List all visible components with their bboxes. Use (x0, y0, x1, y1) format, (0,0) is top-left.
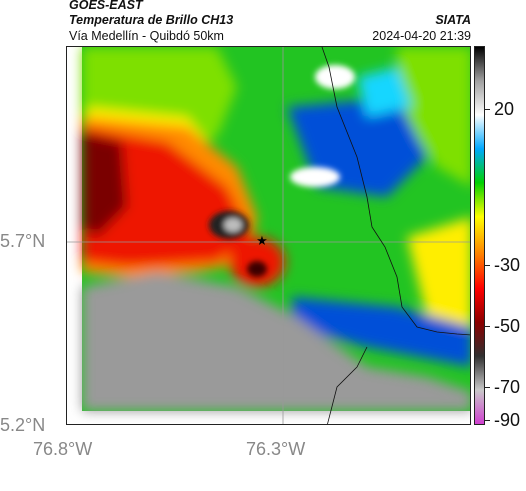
colorbar-tick-minus50: -50 (494, 316, 521, 336)
cold-region (82, 272, 470, 411)
star-icon: ★ (256, 234, 268, 249)
colorbar-tick-minus30: -30 (494, 255, 521, 275)
brightness-temperature-map: ★ (66, 46, 471, 425)
datetime-label: 2024-04-20 21:39 (372, 29, 471, 43)
red-core (82, 127, 252, 267)
dark-cell-south (247, 261, 267, 277)
cyan-band (357, 67, 412, 117)
colorbar (474, 46, 485, 425)
lime-ne (397, 47, 470, 186)
dark-cell-center (224, 218, 242, 232)
river-line (327, 346, 368, 424)
colorbar-tick-20: 20 (494, 99, 515, 119)
satellite-title: GOES-EAST (69, 0, 143, 12)
map-canvas: ★ (67, 47, 470, 424)
lat-label-5-2: 5.2°N (0, 415, 46, 435)
lat-label-5-7: 5.7°N (0, 231, 46, 251)
white-cell-north (315, 65, 355, 89)
department-border (321, 47, 470, 336)
darkred-west (82, 132, 127, 237)
product-title: Temperatura de Brillo CH13 (69, 13, 234, 27)
agency-label: SIATA (435, 13, 471, 27)
region-subtitle: Vía Medellín - Quibdó 50km (69, 29, 224, 43)
lon-label-76-8: 76.8°W (33, 439, 93, 459)
colorbar-tick-minus90: -90 (494, 410, 521, 430)
blue-band-south (292, 297, 470, 367)
field-layer (82, 47, 470, 411)
white-cell-east (290, 167, 340, 187)
yellow-east (407, 217, 470, 327)
lon-label-76-3: 76.3°W (246, 439, 306, 459)
colorbar-tick-minus70: -70 (494, 377, 521, 397)
